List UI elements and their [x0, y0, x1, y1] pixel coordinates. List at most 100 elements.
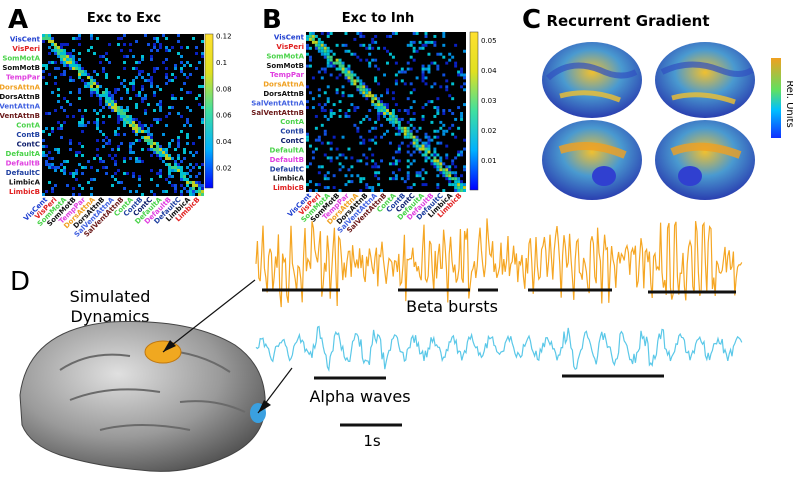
matrix-cell — [132, 142, 135, 145]
matrix-cell — [436, 186, 440, 190]
matrix-cell — [394, 132, 398, 136]
matrix-cell — [108, 61, 111, 64]
matrix-cell — [198, 184, 201, 187]
matrix-cell — [186, 121, 189, 124]
matrix-cell — [165, 190, 168, 193]
matrix-cell — [183, 82, 186, 85]
matrix-cell — [63, 97, 66, 100]
arrow-to-beta — [162, 279, 256, 353]
matrix-cell — [105, 73, 108, 76]
matrix-cell — [412, 150, 416, 154]
matrix-cell — [442, 174, 446, 178]
matrix-cell — [430, 120, 434, 124]
matrix-cell — [317, 135, 321, 139]
matrix-a-row-labels: VisCentVisPeriSomMotASomMotBTempParDorsA… — [0, 36, 41, 197]
matrix-cell — [132, 67, 135, 70]
matrix-cell — [442, 73, 446, 77]
matrix-cell — [93, 91, 96, 94]
matrix-cell — [306, 138, 309, 142]
matrix-cell — [54, 184, 57, 187]
matrix-cell — [171, 46, 174, 49]
matrix-cell — [341, 85, 345, 89]
colorbar-a — [204, 33, 214, 189]
matrix-cell — [412, 49, 416, 53]
matrix-cell — [311, 156, 315, 160]
matrix-cell — [388, 120, 392, 124]
matrix-cell — [54, 82, 57, 85]
matrix-cell — [427, 100, 431, 104]
matrix-cell — [141, 85, 144, 88]
matrix-cell — [69, 142, 72, 145]
matrix-cell — [159, 88, 162, 91]
matrix-cell — [168, 172, 171, 175]
matrix-cell — [153, 148, 156, 151]
alpha-wave-markers — [314, 374, 664, 380]
row-label: DefaultB — [270, 156, 304, 164]
matrix-cell — [445, 88, 449, 92]
matrix-cell — [356, 126, 360, 130]
matrix-cell — [87, 160, 90, 163]
row-label: SomMotB — [2, 64, 40, 72]
matrix-cell — [433, 114, 437, 118]
matrix-cell — [424, 132, 428, 136]
matrix-cell — [371, 153, 375, 157]
matrix-cell — [380, 112, 384, 115]
matrix-cell — [374, 76, 378, 80]
matrix-cell — [380, 123, 384, 127]
matrix-cell — [198, 61, 201, 64]
matrix-cell — [460, 112, 464, 115]
matrix-cell — [60, 43, 63, 46]
matrix-cell — [320, 43, 324, 47]
matrix-cell — [120, 142, 123, 145]
matrix-cell — [436, 112, 440, 115]
matrix-cell — [69, 139, 72, 142]
matrix-cell — [326, 85, 330, 89]
matrix-cell — [442, 43, 446, 47]
matrix-cell — [347, 76, 351, 80]
matrix-cell — [311, 97, 315, 101]
matrix-cell — [111, 100, 114, 103]
matrix-cell — [371, 40, 375, 44]
matrix-cell — [90, 193, 93, 196]
matrix-cell — [90, 94, 93, 97]
matrix-cell — [383, 103, 386, 107]
row-label: LimbicA — [273, 175, 305, 183]
matrix-cell — [51, 49, 54, 52]
matrix-cell — [424, 135, 428, 139]
matrix-cell — [460, 174, 464, 178]
matrix-cell — [114, 109, 117, 112]
matrix-cell — [359, 189, 363, 192]
matrix-cell — [326, 97, 330, 101]
matrix-cell — [42, 40, 45, 43]
matrix-cell — [201, 184, 204, 187]
matrix-cell — [448, 94, 452, 98]
matrix-cell — [353, 123, 357, 127]
matrix-cell — [45, 112, 48, 115]
matrix-cell — [341, 61, 345, 65]
matrix-cell — [99, 130, 102, 133]
matrix-cell — [353, 106, 357, 110]
matrix-cell — [99, 160, 102, 163]
matrix-cell — [54, 148, 57, 151]
matrix-cell — [171, 166, 174, 169]
matrix-cell — [60, 136, 63, 139]
matrix-cell — [174, 64, 177, 67]
matrix-cell — [45, 64, 48, 67]
matrix-cell — [344, 73, 348, 77]
matrix-cell — [159, 100, 162, 103]
matrix-cell — [460, 114, 464, 118]
matrix-cell — [48, 163, 51, 166]
matrix-cell — [454, 189, 458, 192]
matrix-cell — [457, 180, 461, 184]
matrix-cell — [451, 177, 455, 181]
matrix-cell — [174, 184, 177, 187]
matrix-cell — [147, 79, 150, 82]
matrix-cell — [45, 145, 48, 148]
matrix-cell — [329, 112, 333, 115]
matrix-cell — [60, 46, 63, 49]
matrix-cell — [409, 141, 413, 145]
matrix-cell — [129, 151, 132, 154]
matrix-cell — [69, 61, 72, 64]
matrix-cell — [306, 46, 309, 50]
